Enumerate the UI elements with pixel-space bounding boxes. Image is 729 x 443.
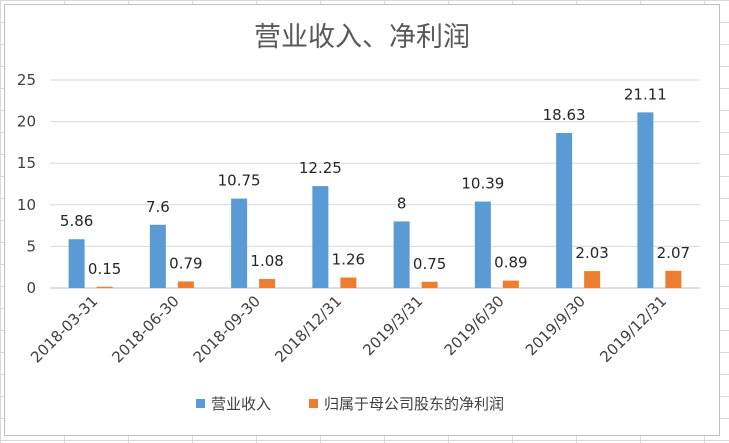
y-tick-label: 5 xyxy=(26,237,36,255)
bar-revenue[interactable] xyxy=(474,201,491,288)
data-label-revenue: 10.39 xyxy=(461,175,504,193)
bar-net-profit[interactable] xyxy=(421,281,438,288)
x-tick-label: 2018-06-30 xyxy=(108,292,182,366)
x-tick-label: 2018-09-30 xyxy=(190,292,264,366)
bar-revenue[interactable] xyxy=(393,221,410,288)
bar-net-profit[interactable] xyxy=(177,281,194,288)
data-label-revenue: 8 xyxy=(397,194,407,212)
data-label-revenue: 10.75 xyxy=(218,172,261,190)
data-label-net-profit: 2.07 xyxy=(657,244,690,262)
data-labels: 5.86 0.15 7.6 0.79 10.75 1.08 12.25 1.26 8 0.75 10… xyxy=(60,85,690,277)
y-axis: 0 5 10 15 20 25 xyxy=(17,71,36,297)
bars xyxy=(68,112,682,288)
bar-revenue[interactable] xyxy=(312,186,329,288)
data-label-net-profit: 0.15 xyxy=(88,260,121,278)
chart-area[interactable] xyxy=(4,4,720,436)
data-label-net-profit: 1.26 xyxy=(332,251,365,269)
legend-swatch-revenue xyxy=(196,399,205,408)
legend[interactable]: 营业收入 归属于母公司股东的净利润 xyxy=(196,395,504,413)
data-label-net-profit: 2.03 xyxy=(575,244,608,262)
bar-revenue[interactable] xyxy=(637,112,654,288)
bar-net-profit[interactable] xyxy=(96,286,113,288)
bar-net-profit[interactable] xyxy=(340,277,357,288)
data-label-net-profit: 0.79 xyxy=(169,254,202,272)
bar-net-profit[interactable] xyxy=(584,271,601,288)
y-tick-label: 20 xyxy=(17,113,36,131)
x-tick-label: 2018-03-31 xyxy=(27,292,101,366)
x-tick-label: 2019/3/31 xyxy=(359,292,426,359)
x-tick-label: 2018/12/31 xyxy=(271,292,345,366)
y-tick-label: 15 xyxy=(17,154,36,172)
y-tick-label: 0 xyxy=(26,279,36,297)
data-label-net-profit: 0.89 xyxy=(494,254,527,272)
data-label-revenue: 5.86 xyxy=(60,212,93,230)
bar-revenue[interactable] xyxy=(149,224,166,288)
y-tick-label: 10 xyxy=(17,196,36,214)
bar-revenue[interactable] xyxy=(556,132,573,288)
bar-net-profit[interactable] xyxy=(259,279,276,288)
x-tick-label: 2019/6/30 xyxy=(441,292,508,359)
bar-revenue[interactable] xyxy=(68,239,85,288)
bar-net-profit[interactable] xyxy=(665,270,682,288)
legend-label-revenue[interactable]: 营业收入 xyxy=(211,395,271,413)
bar-revenue[interactable] xyxy=(231,198,248,288)
chart-title: 营业收入、净利润 xyxy=(254,22,470,53)
data-label-net-profit: 1.08 xyxy=(250,252,283,270)
x-tick-label: 2019/9/30 xyxy=(522,292,589,359)
data-label-revenue: 18.63 xyxy=(543,106,586,124)
y-tick-label: 25 xyxy=(17,71,36,89)
data-label-revenue: 21.11 xyxy=(624,85,667,103)
data-label-revenue: 7.6 xyxy=(146,198,170,216)
x-axis: 2018-03-31 2018-06-30 2018-09-30 2018/12/31… xyxy=(27,292,670,366)
legend-swatch-net-profit xyxy=(309,399,318,408)
x-tick-label: 2019/12/31 xyxy=(596,292,670,366)
legend-label-net-profit[interactable]: 归属于母公司股东的净利润 xyxy=(324,395,504,413)
data-label-net-profit: 0.75 xyxy=(413,255,446,273)
bar-net-profit[interactable] xyxy=(502,280,519,288)
data-label-revenue: 12.25 xyxy=(299,159,342,177)
